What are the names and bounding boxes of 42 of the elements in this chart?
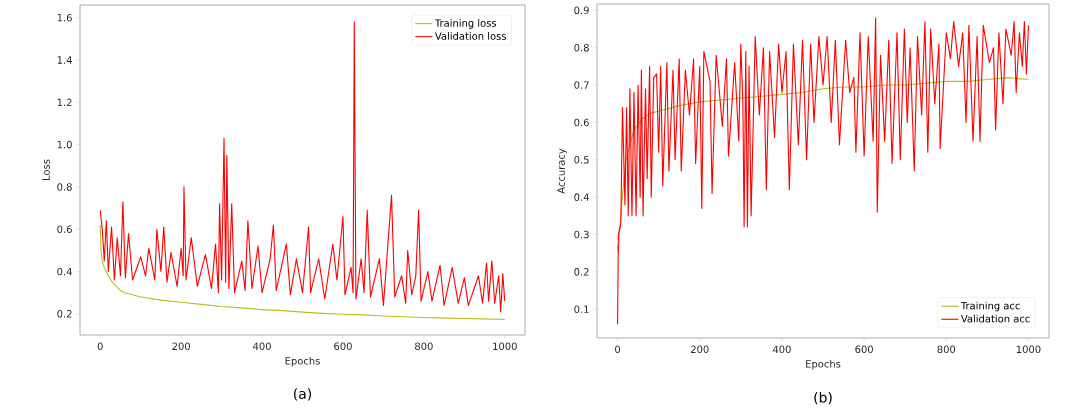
x-tick-label: 600 [855,345,873,354]
line-series [99,21,506,313]
x-tick-label: 400 [253,342,271,351]
y-tick-label: 0.7 [574,81,589,89]
x-tick-label: 1000 [493,342,517,351]
x-tick-label: 600 [334,342,352,351]
text: (a) [294,388,312,401]
x-tick-label: 0 [615,345,621,354]
y-tick-label: 0.4 [57,267,72,276]
legend-label: Training acc [960,301,1020,312]
y-tick-label: 1.2 [57,98,72,106]
y-tick-label: 0.1 [574,305,589,313]
y-tick-label: 0.8 [574,43,589,52]
y-tick-label: 0.5 [574,156,589,164]
y-tick-label: 0.6 [57,225,72,233]
x-tick-label: 200 [690,345,709,354]
y-tick-label: 1.4 [57,56,72,64]
y-axis-title: Accuracy [557,148,567,194]
y-tick-label: 0.2 [574,268,589,276]
text: (b) [814,391,832,405]
y-tick-label: 0.2 [57,310,72,318]
x-tick-label: 800 [937,345,956,354]
y-axis-title: Loss [42,159,50,180]
x-tick-label: 0 [97,342,103,351]
x-axis-title: Epochs [806,359,841,370]
x-axis-title: Epochs [285,356,320,367]
x-tick-label: 200 [172,342,190,351]
y-tick-label: 0.6 [574,118,589,127]
y-tick-label: 1.0 [57,140,72,149]
x-tick-label: 400 [772,345,791,354]
y-tick-label: 0.9 [574,6,589,15]
x-tick-label: 1000 [1016,345,1041,354]
legend-label: Training loss [434,19,497,29]
line-series [99,224,506,321]
y-tick-label: 0.8 [57,183,72,191]
legend-label: Validation acc [960,314,1030,323]
line-series [617,17,1030,325]
legend-label: Validation loss [434,32,507,40]
y-tick-label: 1.6 [57,13,72,22]
y-tick-label: 0.4 [574,193,589,201]
x-tick-label: 800 [415,342,433,351]
y-tick-label: 0.3 [574,230,589,239]
